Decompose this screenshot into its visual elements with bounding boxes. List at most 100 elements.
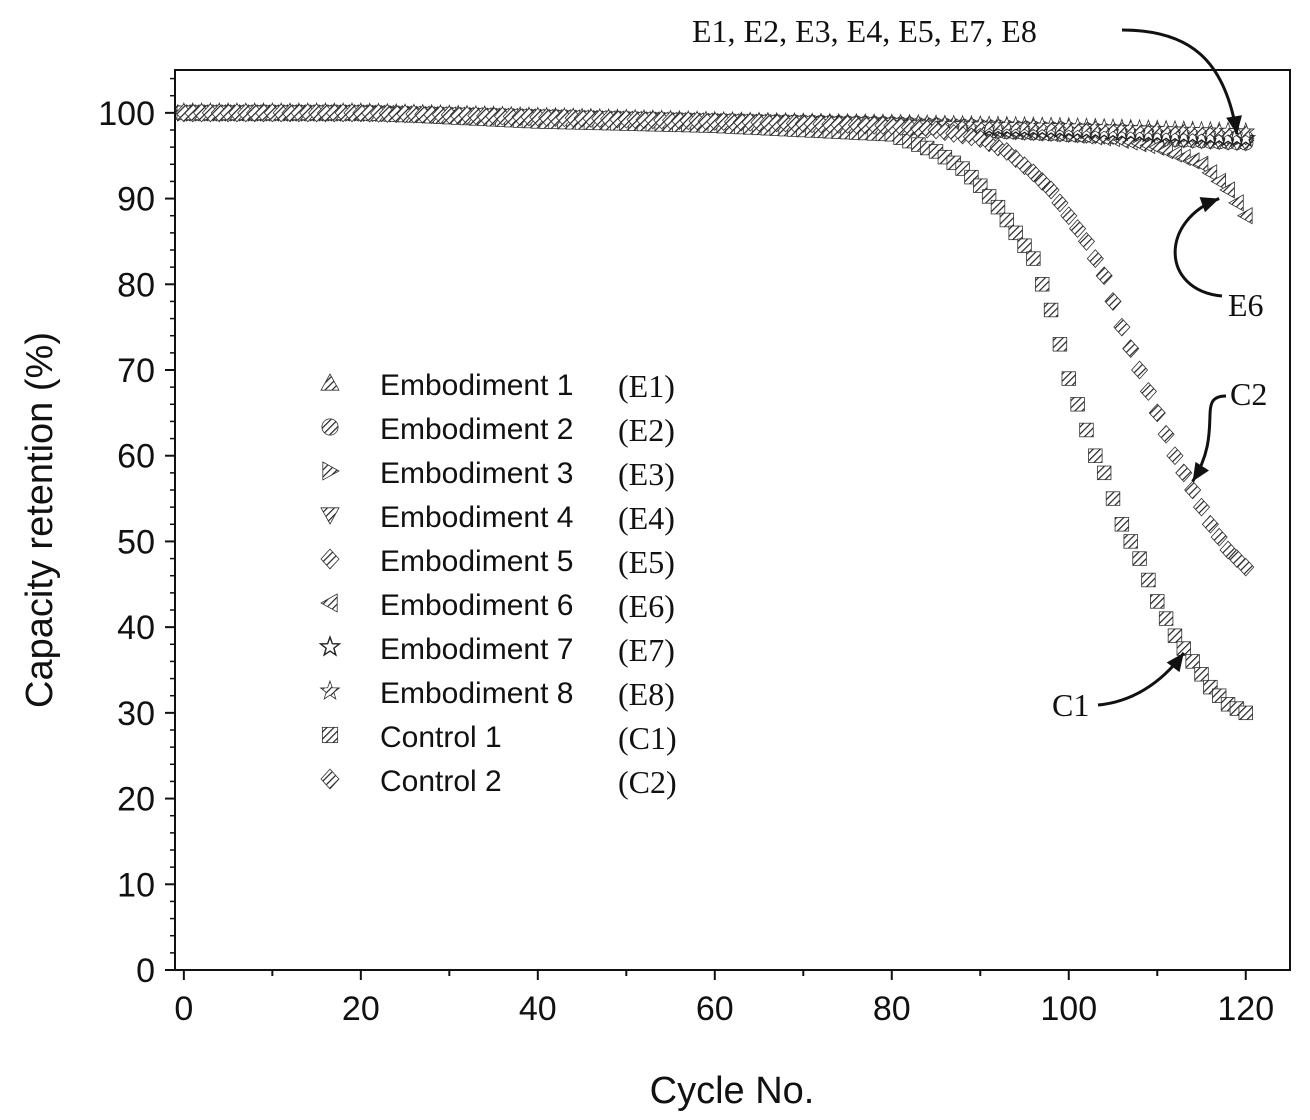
data-point (1033, 172, 1051, 191)
x-tick-label: 60 (696, 990, 734, 1028)
data-point (1236, 207, 1253, 225)
data-point (1007, 149, 1025, 168)
data-point (1184, 480, 1202, 500)
annotation-arrow (1173, 197, 1223, 298)
data-point (1096, 465, 1112, 481)
data-point (1008, 225, 1023, 241)
arrowhead (1166, 652, 1184, 673)
data-point (1176, 641, 1192, 656)
data-point (1210, 527, 1228, 547)
annotations: E1, E2, E3, E4, E5, E7, E8 E6 C2 C1 (692, 13, 1267, 723)
legend-abbreviation: (C2) (618, 764, 677, 800)
data-point (1113, 317, 1131, 337)
data-point (1042, 180, 1060, 200)
arrowhead (1192, 461, 1210, 482)
y-tick-label: 40 (117, 609, 155, 647)
legend-label: Control 1 (380, 721, 502, 754)
data-point (1105, 491, 1121, 506)
y-tick-label: 60 (117, 438, 155, 476)
legend-label: Embodiment 8 (380, 677, 573, 710)
annotation-label: E6 (1228, 287, 1264, 323)
data-point (1236, 121, 1256, 140)
legend-label: Control 2 (380, 765, 502, 798)
data-point (1166, 446, 1184, 466)
legend-label: Embodiment 1 (380, 369, 573, 402)
data-point (1201, 514, 1219, 534)
legend-marker (321, 726, 339, 744)
data-point (1148, 403, 1166, 423)
data-point (1158, 611, 1174, 626)
annotation-label: E1, E2, E3, E4, E5, E7, E8 (692, 13, 1037, 49)
annotation-arrow (1191, 394, 1227, 483)
x-tick-label: 100 (1040, 990, 1097, 1028)
data-point (1201, 164, 1218, 182)
y-tick-label: 90 (117, 181, 155, 219)
data-point (1139, 382, 1157, 401)
y-axis-title: Capacity retention (%) (19, 332, 61, 708)
legend-abbreviation: (C1) (618, 720, 677, 756)
x-tick-label: 80 (873, 990, 911, 1028)
legend-label: Embodiment 4 (380, 501, 573, 534)
arrowhead (1199, 197, 1220, 213)
data-point (999, 212, 1015, 228)
data-point (1086, 249, 1104, 268)
legend-label: Embodiment 7 (380, 633, 573, 666)
data-point (1185, 654, 1200, 669)
x-tick-label: 120 (1217, 990, 1274, 1028)
x-axis-title: Cycle No. (650, 1070, 815, 1112)
legend-marker (319, 679, 341, 700)
data-point (1228, 549, 1246, 568)
series-control-1 (176, 105, 1253, 721)
legend-abbreviation: (E6) (618, 588, 675, 624)
legend-marker (321, 418, 339, 436)
legend-abbreviation: (E5) (618, 544, 675, 580)
legend-abbreviation: (E7) (618, 632, 675, 668)
annotation-label: C1 (1052, 687, 1089, 723)
data-point (1228, 194, 1244, 212)
legend-marker (322, 461, 340, 481)
data-point (1079, 422, 1094, 438)
data-point (973, 178, 988, 193)
legend-marker (320, 373, 340, 391)
legend-marker (320, 548, 340, 570)
y-tick-label: 100 (98, 95, 155, 133)
data-point (1238, 705, 1253, 721)
legend-abbreviation: (E2) (618, 412, 675, 448)
legend-label: Embodiment 2 (380, 413, 573, 446)
x-tick-label: 0 (174, 990, 193, 1028)
legend-label: Embodiment 3 (380, 457, 573, 490)
data-point (1237, 557, 1255, 577)
data-point (1052, 337, 1068, 352)
y-tick-label: 20 (117, 781, 155, 819)
data-point (1061, 371, 1076, 386)
legend-label: Embodiment 6 (380, 589, 573, 622)
data-point (1070, 397, 1085, 412)
data-point (1015, 156, 1034, 176)
legend-label: Embodiment 5 (380, 545, 573, 578)
data-point (1017, 238, 1032, 253)
data-point (1167, 628, 1183, 643)
data-point (1051, 193, 1069, 213)
data-point (971, 129, 989, 148)
data-point (1069, 219, 1087, 238)
data-point (1175, 463, 1193, 483)
legend-abbreviation: (E4) (618, 500, 675, 536)
legend-abbreviation: (E8) (618, 676, 675, 712)
data-point (1141, 572, 1156, 588)
legend-abbreviation: (E1) (618, 368, 675, 404)
data-point (1192, 155, 1209, 173)
data-point (1210, 172, 1227, 191)
data-point (1157, 424, 1175, 444)
legend: Embodiment 1 (E1) Embodiment 2 (E2) Embodime… (318, 368, 677, 800)
x-tick-label: 20 (342, 990, 380, 1028)
data-point (1043, 302, 1059, 318)
data-point (1219, 540, 1237, 560)
data-point (1060, 206, 1078, 226)
data-point (1131, 360, 1149, 380)
y-tick-label: 80 (117, 266, 155, 304)
annotation-arrow (1121, 28, 1239, 135)
legend-marker (320, 507, 340, 525)
y-tick-label: 0 (136, 952, 155, 990)
axis-ticks: 0 20 40 60 80 100 120 0 10 20 30 40 50 60 70 80 90 100 (98, 77, 1274, 1028)
